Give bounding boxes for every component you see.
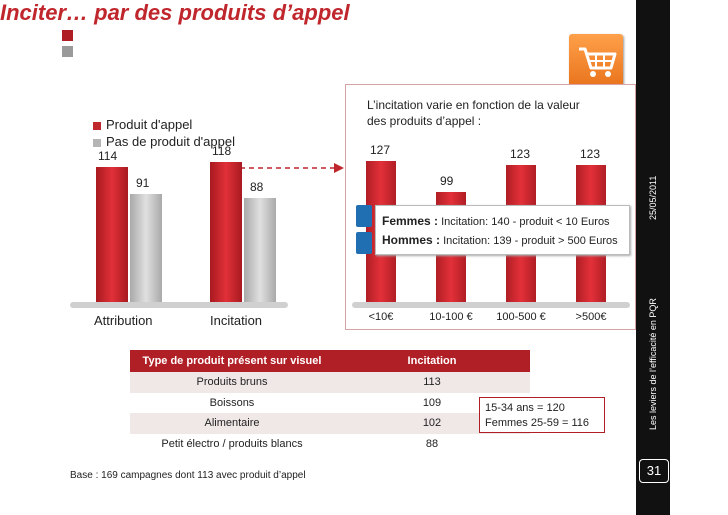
bar-value-label: 127	[370, 142, 391, 157]
bar-value-label: 114	[98, 148, 118, 163]
sidebar-subtitle: Les leviers de l’efficacité en PQR	[648, 298, 658, 430]
note-line: Femmes 25-59 = 116	[485, 417, 590, 429]
title-bullet-grey	[62, 46, 73, 57]
category-label: >500€	[575, 311, 607, 323]
page-number: 31	[639, 459, 669, 483]
bar-value-label: 123	[510, 147, 531, 162]
bar-value-label: 88	[250, 179, 264, 194]
table-cell: Produits bruns	[130, 372, 334, 393]
legend-label: Produit d'appel	[106, 117, 193, 132]
table-cell: Boissons	[209, 396, 255, 409]
legend-swatch-grey	[93, 139, 101, 147]
women-text: Incitation: 140 - produit < 10 Euros	[441, 216, 610, 228]
legend-label: Pas de produit d'appel	[106, 134, 235, 149]
right-chart-baseline	[352, 302, 630, 308]
gender-legend: Femmes : Incitation: 140 - produit < 10 …	[356, 205, 630, 255]
shopping-cart-icon	[569, 34, 623, 88]
sidebar	[636, 0, 670, 515]
bar-value-label: 118	[212, 144, 232, 159]
legend-swatch-red	[93, 122, 101, 130]
table-header: Incitation	[334, 350, 530, 372]
note-line: 15-34 ans = 120	[485, 402, 565, 414]
product-type-table: Type de produit présent sur visuel Incit…	[130, 350, 530, 454]
table-cell: 113	[334, 372, 530, 393]
bar-value-label: 91	[136, 176, 150, 191]
category-label: Attribution	[94, 313, 153, 328]
base-footnote: Base : 169 campagnes dont 113 avec produ…	[70, 470, 306, 481]
dashed-arrow	[240, 163, 344, 173]
female-icon	[356, 205, 372, 227]
category-label: 10-100 €	[429, 311, 473, 323]
sidebar-date: 25/05/2011	[648, 175, 658, 220]
category-label: <10€	[368, 311, 394, 323]
table-header: Type de produit présent sur visuel	[130, 350, 334, 372]
table-row: Alimentaire 102	[130, 413, 530, 434]
table-cell: Alimentaire	[130, 413, 334, 434]
men-label: Hommes :	[382, 233, 441, 247]
bar-pas-produit-appel	[130, 194, 162, 302]
table-cell: 88	[425, 437, 439, 450]
age-note: 15-34 ans = 120 Femmes 25-59 = 116	[479, 397, 605, 433]
table-row: Produits bruns 113	[130, 372, 530, 393]
women-label: Femmes :	[382, 214, 439, 228]
bar-value-label: 123	[580, 147, 601, 162]
page-title: Inciter… par des produits d’appel	[0, 0, 350, 25]
bar-value-label: 99	[440, 174, 454, 188]
bar-produit-appel	[210, 162, 242, 302]
table-row: Boissons 109	[130, 393, 530, 414]
chart-hint: L’incitation varie en fonction de la val…	[367, 98, 580, 128]
male-icon	[356, 232, 372, 254]
left-chart-baseline	[70, 302, 288, 308]
table-cell: Petit électro / produits blancs	[161, 437, 303, 450]
title-bullet-red	[62, 30, 73, 41]
table-cell: 109	[422, 396, 442, 409]
men-text: Incitation: 139 - produit > 500 Euros	[443, 235, 618, 247]
category-label: Incitation	[210, 313, 263, 328]
bar-produit-appel	[96, 166, 128, 302]
category-label: 100-500 €	[496, 311, 546, 323]
bar-pas-produit-appel	[244, 197, 276, 302]
table-row: Petit électro / produits blancs 88	[130, 434, 530, 455]
